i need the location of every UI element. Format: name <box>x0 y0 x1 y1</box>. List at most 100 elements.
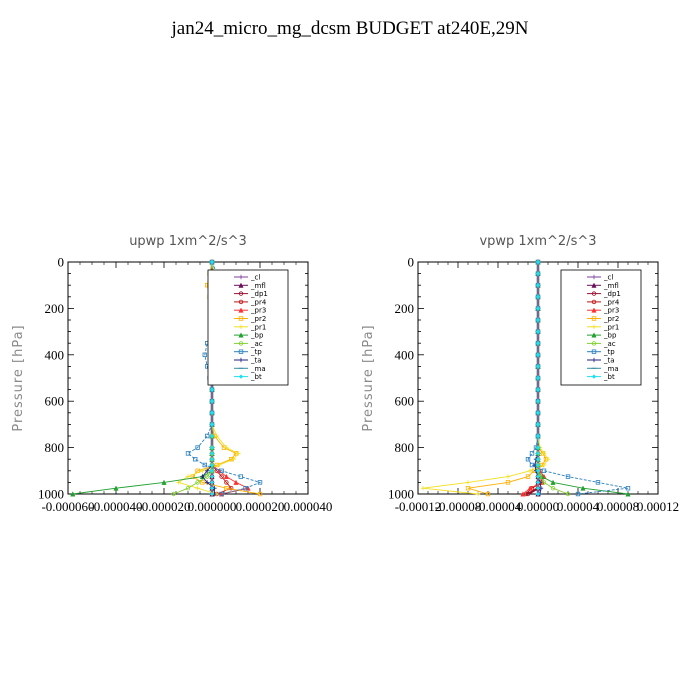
data-point-ac <box>204 474 210 479</box>
legend-entry-tp: _tp <box>234 348 262 356</box>
x-tick-label: 0.00012 <box>637 499 679 514</box>
legend-label: _bt <box>603 373 615 381</box>
data-point-pr1 <box>176 480 181 485</box>
upwp-panel: upwp 1xm^2/s^3 Pressure [hPa] 0 200 400 600 80… <box>11 234 332 514</box>
page-title: jan24_micro_mg_dcsm BUDGET at240E,29N <box>171 18 529 39</box>
data-point-bt <box>209 468 215 473</box>
data-point-bt <box>535 294 541 299</box>
data-point-pr1 <box>217 462 222 468</box>
legend-label: _tp <box>603 348 615 356</box>
x-tick-label: 0.00008 <box>597 499 639 514</box>
data-point-bt <box>535 387 541 392</box>
legend-label: _mfl <box>250 282 266 290</box>
data-point-bt <box>535 329 541 334</box>
legend-box <box>560 269 642 386</box>
data-point-pr2 <box>257 491 263 497</box>
data-point-tp <box>541 468 547 473</box>
data-point-bt <box>535 433 541 439</box>
legend-marker <box>591 357 597 363</box>
y-tick-label: 1000 <box>38 487 64 502</box>
data-point-pr1 <box>527 468 533 473</box>
legend-marker <box>238 291 244 296</box>
data-point-tp <box>219 468 224 473</box>
legend-entry-cl: _cl <box>587 274 613 282</box>
vpwp-panel: vpwp 1xm^2/s^3 Pressure [hPa] 0 200 400 600 80… <box>361 234 679 514</box>
legend-entry-ma: _ma <box>587 365 619 373</box>
legend-label: _pr3 <box>603 307 619 315</box>
legend-marker <box>591 341 597 346</box>
legend-label: _bt <box>250 373 262 381</box>
legend-label: _pr2 <box>603 315 619 323</box>
legend-marker <box>238 349 244 354</box>
data-point-bt <box>535 422 541 427</box>
x-tick-label: -0.00004 <box>475 499 522 514</box>
data-point-bt <box>535 317 541 323</box>
data-point-tp <box>575 491 581 497</box>
data-point-bt <box>535 271 541 276</box>
legend-label: _pr4 <box>250 298 267 306</box>
data-point-ta <box>205 480 210 485</box>
series-bt <box>535 259 541 497</box>
legend-marker <box>238 316 244 321</box>
data-point-bt <box>535 451 541 456</box>
x-tick-label: 0.000040 <box>284 499 333 514</box>
legend-entry-dp1: _dp1 <box>234 290 268 298</box>
series-line-bp <box>72 262 213 495</box>
data-point-pr3 <box>245 485 251 491</box>
data-point-tp <box>565 474 571 479</box>
data-point-bt <box>209 445 215 450</box>
legend-entry-cl: _cl <box>234 274 260 282</box>
data-point-bp <box>161 479 167 485</box>
data-point-bt <box>535 457 541 462</box>
y-tick-label: 600 <box>45 394 65 409</box>
chart-title: upwp 1xm^2/s^3 <box>129 234 247 249</box>
legend-label: _pr1 <box>603 323 619 331</box>
x-tick-label: -0.00008 <box>435 499 482 514</box>
data-point-bt <box>535 364 541 369</box>
data-point-bt <box>535 474 541 479</box>
series-line-pr1 <box>422 262 549 495</box>
data-point-pr1 <box>236 451 241 456</box>
data-point-pr4 <box>219 474 224 479</box>
data-point-bt <box>209 480 215 485</box>
data-point-ta <box>205 468 210 473</box>
data-point-pr3 <box>527 485 533 491</box>
x-tick-label: 0.00000 <box>517 499 559 514</box>
data-point-tp <box>243 485 248 491</box>
legend-label: _cl <box>603 274 613 282</box>
y-tick-label: 400 <box>45 347 65 362</box>
x-tick-label: -0.000020 <box>137 499 190 514</box>
data-point-bt <box>209 457 215 462</box>
legend-label: _pr3 <box>250 307 266 315</box>
data-point-bt <box>209 422 215 427</box>
data-point-pr1 <box>420 486 426 491</box>
data-point-bp <box>70 491 76 497</box>
legend-entry-dp1: _dp1 <box>587 290 621 298</box>
data-point-pr1 <box>185 474 191 479</box>
data-point-bt <box>535 399 541 404</box>
data-point-pr4 <box>228 486 234 491</box>
legend-entry-pr2: _pr2 <box>234 315 266 323</box>
data-point-bt <box>535 462 541 468</box>
legend-entry-ac: _ac <box>234 340 263 348</box>
data-point-pr2 <box>465 485 471 491</box>
data-point-tp <box>219 491 224 497</box>
legend-label: _ta <box>250 357 262 365</box>
legend-entry-pr4: _pr4 <box>234 298 267 306</box>
data-point-ac <box>565 491 571 497</box>
data-point-tp <box>202 462 207 468</box>
legend-entry-tp: _tp <box>587 348 615 356</box>
data-point-ac <box>195 480 200 485</box>
legend-entry-pr1: _pr1 <box>587 323 619 331</box>
data-point-bt <box>535 259 541 265</box>
data-point-pr2 <box>224 485 229 491</box>
data-point-tp <box>195 445 200 450</box>
legend-entry-mfl: _mfl <box>234 282 266 290</box>
legend-marker <box>238 299 244 305</box>
x-tick-label: 0.000000 <box>188 499 237 514</box>
data-point-tp <box>529 451 535 456</box>
data-point-pr3 <box>520 491 526 497</box>
legend-marker <box>591 332 597 338</box>
y-tick-label: 800 <box>395 440 415 455</box>
x-tick-label: 0.000020 <box>236 499 285 514</box>
